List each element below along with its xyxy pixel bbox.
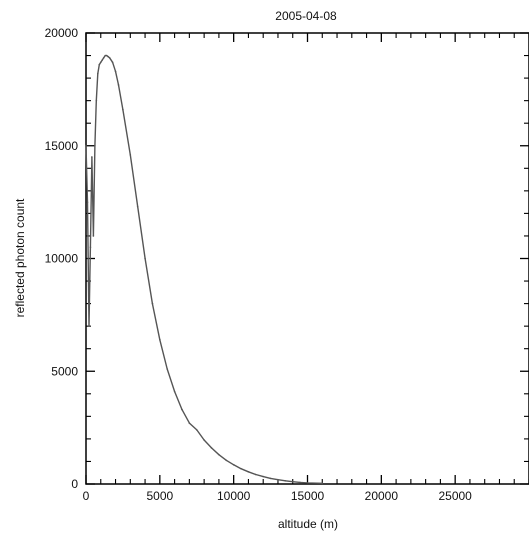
data-point: [255, 473, 257, 476]
x-tick-label: 0: [83, 489, 90, 503]
y-tick-label: 20000: [45, 26, 79, 40]
y-tick-label: 5000: [51, 364, 78, 378]
data-point: [232, 464, 235, 466]
data-point: [262, 475, 265, 478]
x-axis-label: altitude (m): [278, 517, 338, 531]
data-point: [299, 481, 301, 484]
data-point: [173, 390, 176, 393]
data-point: [218, 453, 220, 456]
data-point: [91, 156, 93, 158]
data-point: [102, 57, 105, 59]
data-point: [166, 368, 169, 370]
data-point: [210, 447, 213, 449]
data-point: [151, 302, 154, 305]
data-point: [188, 422, 191, 424]
data-point: [117, 84, 120, 86]
data-point: [85, 144, 87, 147]
data-point: [203, 439, 205, 441]
data-point: [291, 480, 294, 483]
data-point: [122, 108, 124, 111]
plot-area: [85, 32, 529, 485]
data-point: [181, 408, 183, 411]
axis-ticks: [85, 32, 529, 485]
data-point: [108, 57, 111, 59]
data-point: [92, 235, 95, 237]
data-point: [95, 99, 98, 102]
tick-labels: 0 5000 10000 15000 20000 25000 0 5000 10000 15000…: [45, 26, 473, 503]
data-point: [247, 471, 250, 473]
data-point: [269, 477, 272, 480]
data-point: [89, 246, 92, 249]
data-point: [97, 72, 99, 75]
x-tick-label: 25000: [438, 489, 472, 503]
chart-title: 2005-04-08: [275, 9, 337, 23]
x-tick-label: 15000: [291, 489, 325, 503]
data-point: [94, 144, 96, 147]
data-point: [98, 63, 101, 66]
data-point: [114, 70, 117, 73]
data-point: [306, 482, 309, 484]
data-point: [107, 55, 109, 58]
data-point: [144, 257, 146, 260]
data-point: [99, 61, 102, 64]
data-point: [105, 54, 108, 57]
data-point: [111, 61, 114, 64]
series-group: [85, 54, 324, 485]
data-point: [277, 478, 279, 481]
x-tick-label: 20000: [365, 489, 399, 503]
x-tick-label: 10000: [217, 489, 251, 503]
data-point: [225, 459, 228, 462]
y-tick-label: 15000: [45, 139, 79, 153]
data-point: [101, 59, 104, 61]
y-tick-label: 0: [71, 477, 78, 491]
data-point: [159, 338, 161, 341]
data-point: [86, 201, 89, 203]
data-point: [195, 429, 198, 431]
data-point: [104, 54, 106, 57]
data-point: [321, 482, 324, 485]
data-point: [136, 205, 139, 208]
x-tick-label: 5000: [146, 489, 173, 503]
y-tick-label: 10000: [45, 252, 79, 266]
y-axis-label: reflected photon count: [13, 198, 27, 317]
data-point: [88, 325, 90, 327]
data-point: [240, 467, 242, 470]
data-point: [129, 153, 132, 156]
data-point: [284, 480, 287, 482]
